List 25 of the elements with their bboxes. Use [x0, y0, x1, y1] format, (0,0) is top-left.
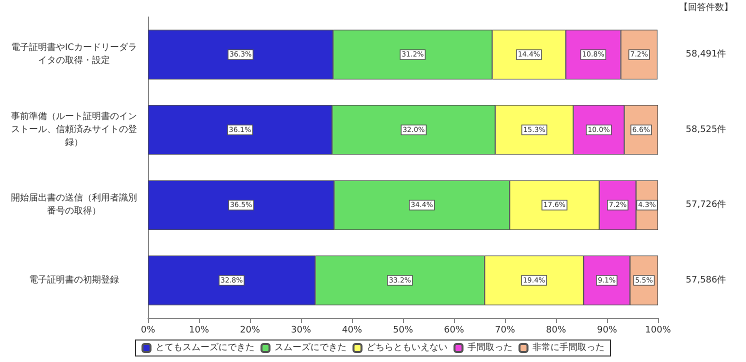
text: 【回答件数】 — [679, 2, 733, 13]
x-tick-label: 20% — [240, 326, 260, 336]
legend-label: スムーズにできた — [274, 342, 346, 353]
x-tick-label: 60% — [444, 326, 464, 336]
x-tick-label: 90% — [596, 326, 618, 336]
text: 58,525件 — [686, 124, 726, 135]
y-tick-label: 事前準備（ルート証明書のインストール、信頼済みサイトの登録） — [11, 110, 137, 148]
x-tick-label: 100% — [645, 326, 672, 336]
x-tick-label: 80% — [546, 326, 566, 336]
y-tick-label: 電子証明書の初期登録 — [29, 274, 119, 286]
legend-label: 非常に手間取った — [532, 342, 604, 353]
x-tick-label: 0% — [140, 326, 156, 336]
x-tick-label: 70% — [494, 326, 516, 336]
y-tick-label: 開始届出書の送信（利用者識別番号の取得） — [11, 192, 137, 217]
text: 57,726件 — [686, 199, 726, 210]
text: 57,586件 — [686, 274, 726, 286]
y-tick-label: 電子証明書やICカードリーダライタの取得・設定 — [11, 42, 137, 66]
legend-label: 手間取った — [468, 342, 512, 353]
x-tick-label: 50% — [392, 326, 414, 336]
text: 58,491件 — [686, 48, 726, 60]
legend-label: とてもスムーズにできた — [156, 342, 254, 353]
x-tick-label: 30% — [290, 326, 312, 336]
x-tick-label: 40% — [342, 326, 362, 336]
legend-label: どちらともいえない — [366, 343, 448, 353]
x-tick-label: 10% — [188, 326, 210, 336]
